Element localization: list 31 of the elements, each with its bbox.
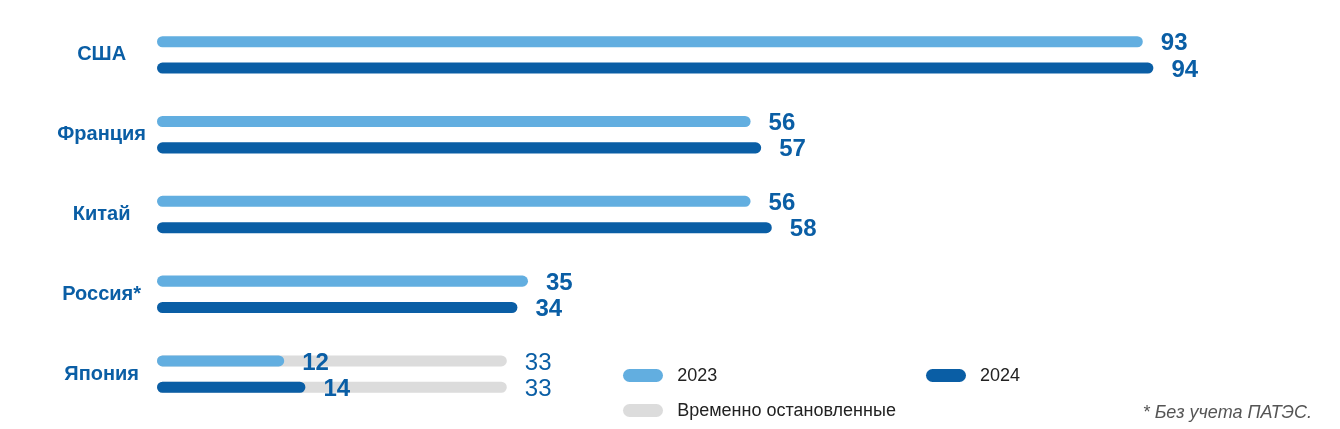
bar — [157, 275, 528, 287]
bar — [157, 381, 306, 393]
data-label: 93 — [1160, 28, 1188, 56]
data-label: 94 — [1171, 54, 1199, 82]
data-label: 56 — [768, 187, 796, 215]
y-tick-label: Япония — [64, 361, 139, 384]
annotation: * Без учета ПАТЭС. — [1142, 402, 1312, 423]
y-tick-label: Россия* — [62, 281, 142, 304]
legend-label: 2023 — [676, 365, 719, 386]
y-tick-label: Франция — [57, 122, 146, 145]
data-label: 33 — [524, 347, 552, 375]
data-label: 14 — [323, 373, 351, 401]
data-label: 33 — [524, 373, 552, 401]
y-tick-label: США — [77, 42, 127, 65]
legend-label: Временно остановленные — [676, 400, 896, 421]
y-tick-label: Китай — [72, 202, 131, 225]
bar — [157, 36, 1143, 48]
data-label: 58 — [789, 214, 817, 242]
bar — [157, 301, 518, 313]
bar — [157, 195, 751, 207]
bar — [157, 222, 772, 234]
data-label: 34 — [535, 294, 563, 322]
data-label: 35 — [546, 267, 573, 295]
bar — [157, 142, 762, 154]
legend-label: 2024 — [978, 365, 1020, 386]
bar — [157, 355, 285, 367]
bar — [157, 116, 751, 128]
data-label: 57 — [779, 134, 806, 162]
bar — [157, 62, 1154, 74]
data-label: 12 — [302, 347, 329, 375]
data-label: 56 — [768, 108, 796, 136]
